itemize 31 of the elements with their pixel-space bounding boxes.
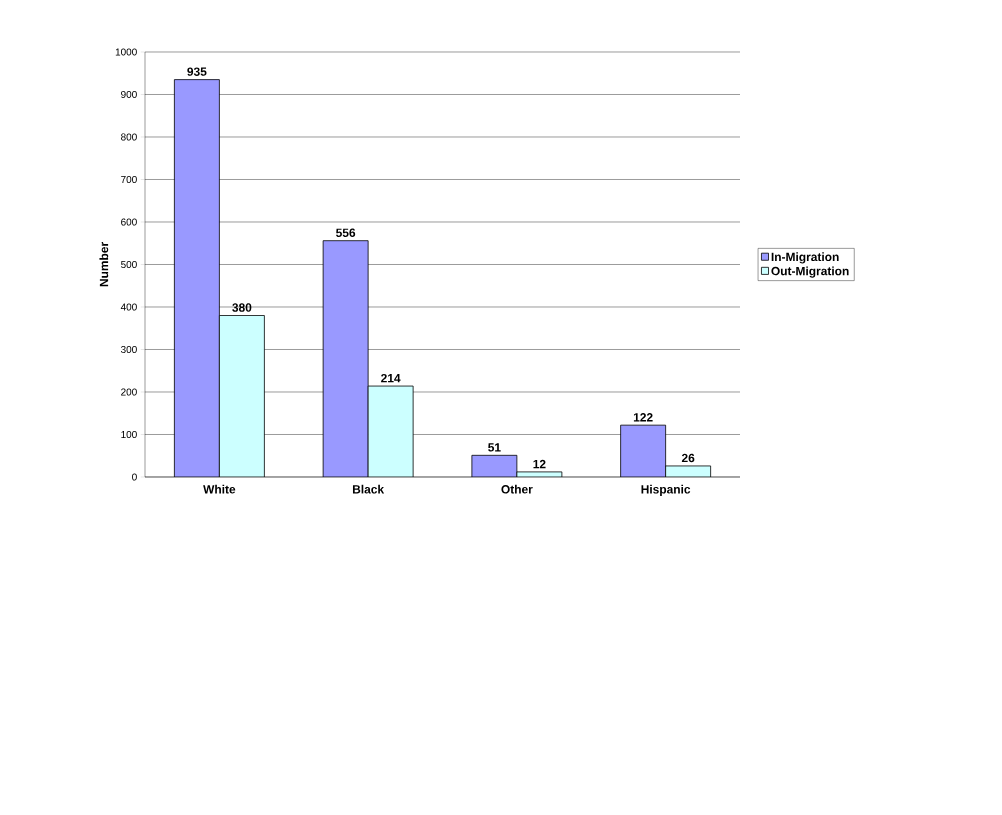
x-tick-label: Other — [501, 484, 533, 494]
y-tick-label: 200 — [121, 388, 137, 396]
y-tick-label: 900 — [121, 90, 137, 99]
y-tick-label: 100 — [121, 430, 137, 439]
data-label: 935 — [187, 67, 207, 76]
data-label: 51 — [488, 443, 501, 452]
data-label: 214 — [381, 373, 401, 383]
y-tick-label: 1000 — [115, 48, 137, 56]
legend-label: In-Migration — [771, 252, 839, 264]
data-label: 380 — [232, 303, 252, 312]
bar — [620, 424, 667, 477]
y-axis-title: Number — [99, 242, 109, 287]
data-label: 556 — [336, 228, 356, 237]
y-tick-label: 300 — [120, 345, 137, 354]
data-label: 26 — [681, 453, 695, 463]
x-tick-label: Hispanic — [641, 484, 691, 496]
bar — [322, 240, 369, 477]
x-tick-label: Black — [352, 484, 385, 494]
y-tick-label: 600 — [121, 218, 137, 226]
legend-label: Out-Migration — [771, 266, 849, 278]
bar — [173, 79, 220, 477]
y-tick-label: 0 — [132, 473, 137, 481]
x-tick-label: White — [203, 484, 236, 494]
bar — [218, 315, 265, 477]
y-tick-label: 400 — [120, 303, 137, 311]
bar — [367, 385, 414, 477]
y-tick-label: 500 — [121, 260, 137, 269]
y-tick-label: 700 — [121, 175, 137, 184]
data-label: 122 — [633, 413, 653, 422]
data-label: 12 — [533, 459, 546, 469]
y-tick-label: 800 — [121, 133, 137, 141]
